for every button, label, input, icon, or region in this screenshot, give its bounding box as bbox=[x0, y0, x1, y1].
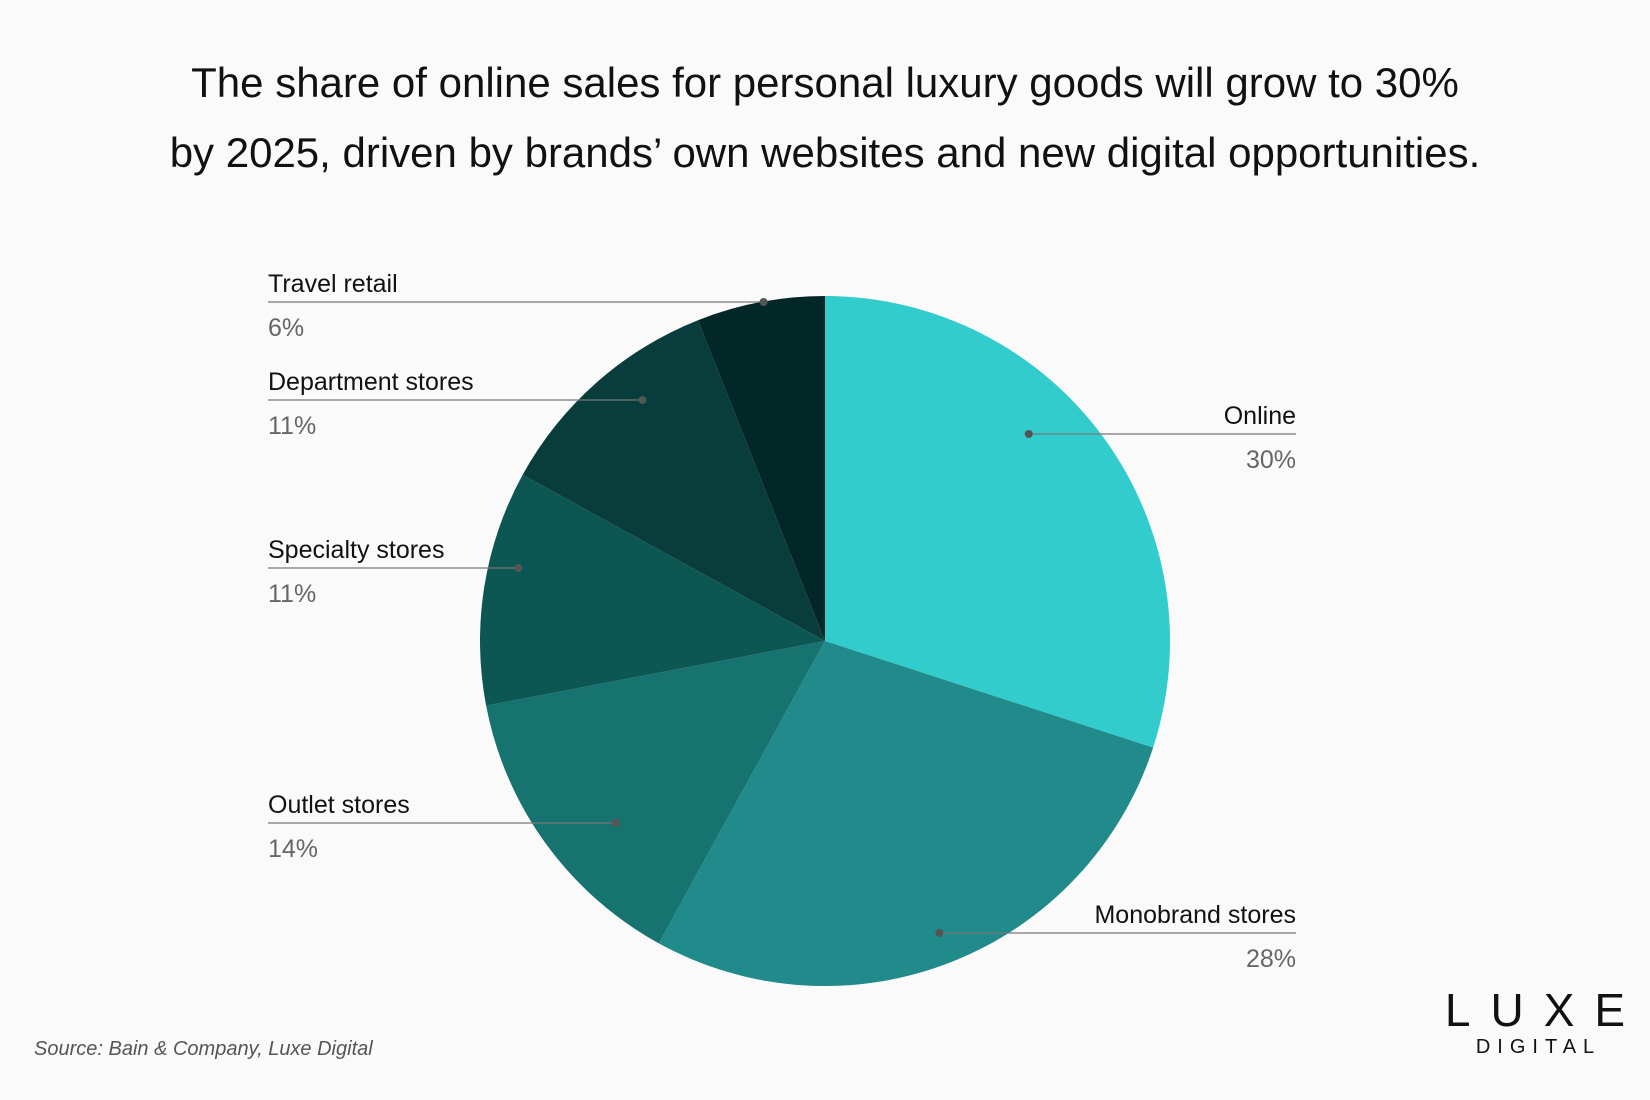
slice-label-online: Online 30% bbox=[1024, 402, 1296, 474]
source-note: Source: Bain & Company, Luxe Digital bbox=[34, 1038, 373, 1060]
leader-dot bbox=[935, 929, 944, 937]
slice-label-value: 11% bbox=[268, 412, 316, 440]
pie-slice-monobrand-stores bbox=[658, 641, 1154, 986]
pie-slice-online bbox=[825, 296, 1170, 748]
slice-label-name: Specialty stores bbox=[268, 536, 444, 564]
slice-label-department-stores: Department stores 11% bbox=[268, 368, 647, 440]
slice-label-value: 14% bbox=[268, 835, 318, 863]
chart-title-line-1: The share of online sales for personal l… bbox=[191, 59, 1459, 106]
leader-dot bbox=[638, 396, 647, 404]
leader-dot bbox=[1024, 430, 1033, 438]
pie-slice-outlet-stores bbox=[486, 641, 825, 944]
logo-wordmark: LUXE bbox=[1444, 984, 1646, 1036]
logo-subtitle: DIGITAL bbox=[1475, 1036, 1602, 1058]
slice-label-name: Online bbox=[1224, 402, 1296, 430]
slice-label-monobrand-stores: Monobrand stores 28% bbox=[935, 901, 1296, 973]
pie-slice-travel-retail bbox=[697, 296, 825, 641]
leader-dot bbox=[611, 819, 620, 827]
slice-label-value: 6% bbox=[268, 314, 304, 342]
slice-label-name: Monobrand stores bbox=[1094, 901, 1296, 929]
slice-label-outlet-stores: Outlet stores 14% bbox=[268, 791, 620, 863]
chart-title-line-2: by 2025, driven by brands’ own websites … bbox=[169, 129, 1481, 176]
slice-label-name: Department stores bbox=[268, 368, 474, 396]
leader-dot bbox=[759, 298, 768, 306]
slice-label-name: Travel retail bbox=[268, 270, 398, 298]
slice-label-value: 11% bbox=[268, 580, 316, 608]
slice-label-travel-retail: Travel retail 6% bbox=[268, 270, 768, 342]
slice-label-value: 28% bbox=[1246, 945, 1296, 973]
luxe-digital-logo: LUXE DIGITAL bbox=[1440, 985, 1630, 1059]
slice-label-specialty-stores: Specialty stores 11% bbox=[268, 536, 523, 608]
leader-dot bbox=[514, 564, 523, 572]
slice-label-name: Outlet stores bbox=[268, 791, 410, 819]
pie-slice-specialty-stores bbox=[480, 474, 825, 706]
chart-title: The share of online sales for personal l… bbox=[0, 48, 1650, 188]
slice-label-value: 30% bbox=[1246, 446, 1296, 474]
